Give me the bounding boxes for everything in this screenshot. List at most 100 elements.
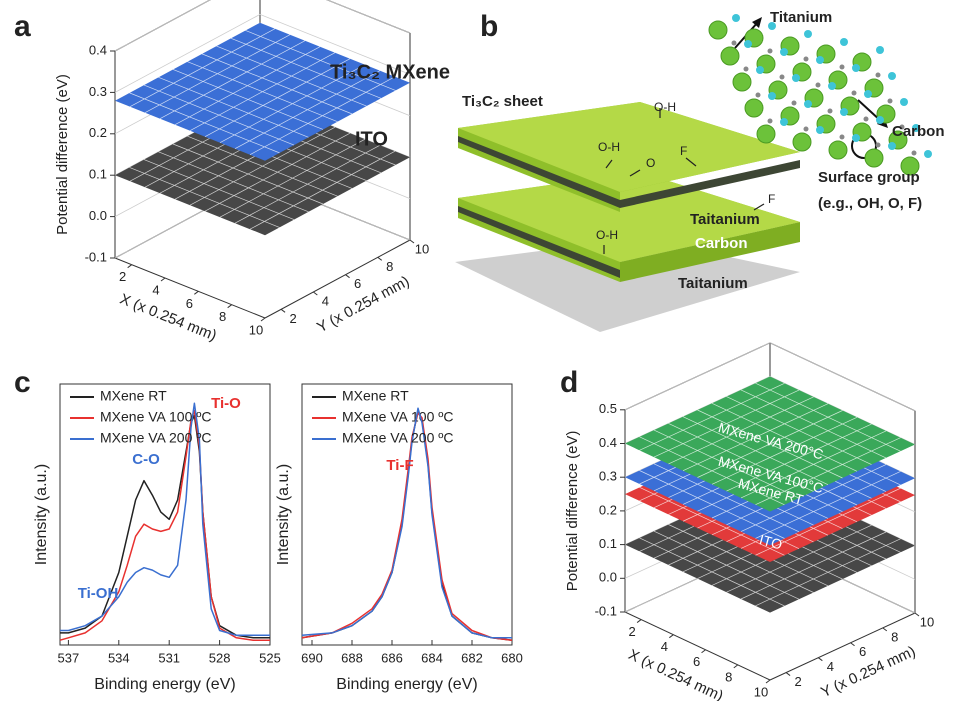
atom-surface (792, 74, 800, 82)
legend-label: MXene RT (342, 388, 409, 404)
y-tick-label: 6 (859, 644, 866, 659)
atom-carbon (768, 49, 773, 54)
atom-surface (804, 100, 812, 108)
atom-carbon (756, 93, 761, 98)
diagram-label: Taitanium (678, 275, 748, 292)
y-tick-label: 8 (386, 259, 393, 274)
x-tick-label: 10 (754, 684, 768, 699)
x-axis-title: Binding energy (eV) (94, 676, 235, 693)
diagram-label: O-H (598, 140, 620, 154)
x-tick-label: 6 (693, 654, 700, 669)
atom-carbon (804, 127, 809, 132)
z-tick-label: 0.1 (89, 167, 107, 182)
atom-carbon (804, 57, 809, 62)
z-tick-label: 0.3 (89, 84, 107, 99)
z-tick-label: 0.2 (89, 125, 107, 140)
atom-carbon (828, 109, 833, 114)
diagram-label: O-H (596, 228, 618, 242)
atom-surface (816, 56, 824, 64)
diagram-label: Carbon (695, 235, 748, 252)
surface-label: Ti₃C₂ MXene (330, 61, 450, 83)
y-axis-title: Intensity (a.u.) (33, 464, 50, 565)
x-tick-label: 688 (341, 650, 363, 665)
atom-titanium (733, 73, 751, 91)
atom-carbon (780, 75, 785, 80)
atom-carbon (768, 119, 773, 124)
atom-carbon (792, 101, 797, 106)
atom-surface (876, 116, 884, 124)
atom-surface (900, 98, 908, 106)
atom-titanium (745, 99, 763, 117)
diagram-label: O (646, 156, 655, 170)
diagram-label: Surface group (818, 169, 920, 186)
z-tick-label: 0.3 (599, 469, 617, 484)
atom-surface (924, 150, 932, 158)
legend-label: MXene VA 200 ºC (342, 430, 453, 446)
x-tick-label: 10 (249, 322, 263, 337)
y-tick-label: 2 (289, 311, 296, 326)
atom-titanium (757, 125, 775, 143)
atom-carbon (888, 99, 893, 104)
atom-surface (732, 14, 740, 22)
surface-label: ITO (355, 128, 388, 150)
z-tick-label: 0.0 (599, 570, 617, 585)
atom-titanium (829, 141, 847, 159)
z-tick-label: 0.4 (89, 42, 107, 57)
z-tick-label: 0.2 (599, 502, 617, 517)
z-tick-label: -0.1 (595, 603, 617, 618)
atom-carbon (816, 83, 821, 88)
x-tick-label: 2 (628, 624, 635, 639)
atom-surface (768, 92, 776, 100)
x-tick-label: 531 (158, 650, 180, 665)
atom-titanium (709, 21, 727, 39)
atom-surface (780, 118, 788, 126)
z-axis-title: Potential difference (eV) (54, 74, 71, 235)
x-tick-label: 4 (152, 282, 159, 297)
diagram-label: Ti₃C₂ sheet (462, 93, 543, 110)
x-tick-label: 690 (301, 650, 323, 665)
x-tick-label: 534 (108, 650, 130, 665)
x-tick-label: 8 (219, 309, 226, 324)
x-tick-label: 684 (421, 650, 443, 665)
atom-carbon (876, 73, 881, 78)
y-tick-label: 6 (354, 276, 361, 291)
panel-label: a (14, 10, 31, 43)
x-tick-label: 537 (58, 650, 80, 665)
diagram-label: Carbon (892, 123, 945, 140)
diagram-label: F (768, 192, 775, 206)
atom-surface (888, 72, 896, 80)
atom-surface (744, 40, 752, 48)
panel-label: d (560, 366, 578, 399)
x-tick-label: 682 (461, 650, 483, 665)
atom-surface (780, 48, 788, 56)
annotation: Ti-OH (78, 585, 119, 602)
legend-label: MXene VA 100 ºC (342, 409, 453, 425)
y-axis-title: Intensity (a.u.) (275, 464, 292, 565)
atom-carbon (732, 41, 737, 46)
y-tick-label: 10 (920, 614, 934, 629)
x-tick-label: 2 (119, 269, 126, 284)
x-axis-title: Binding energy (eV) (336, 676, 477, 693)
y-tick-label: 4 (322, 293, 329, 308)
x-tick-label: 8 (725, 669, 732, 684)
z-tick-label: 0.1 (599, 536, 617, 551)
z-tick-label: 0.0 (89, 208, 107, 223)
y-tick-label: 10 (415, 241, 429, 256)
atom-titanium (793, 133, 811, 151)
z-tick-label: 0.5 (599, 401, 617, 416)
atom-surface (840, 108, 848, 116)
annotation: Ti-F (386, 457, 413, 474)
annotation: Ti-O (211, 395, 241, 412)
y-tick-label: 2 (794, 674, 801, 689)
atom-surface (864, 90, 872, 98)
y-tick-label: 4 (827, 659, 834, 674)
atom-surface (804, 30, 812, 38)
atom-surface (756, 66, 764, 74)
diagram-label: Titanium (770, 9, 832, 26)
page: {"panels": [ {"label": "a", "type": "sur… (0, 0, 968, 701)
x-tick-label: 686 (381, 650, 403, 665)
atom-carbon (840, 65, 845, 70)
z-tick-label: 0.4 (599, 435, 617, 450)
x-tick-label: 525 (259, 650, 281, 665)
legend-label: MXene RT (100, 388, 167, 404)
